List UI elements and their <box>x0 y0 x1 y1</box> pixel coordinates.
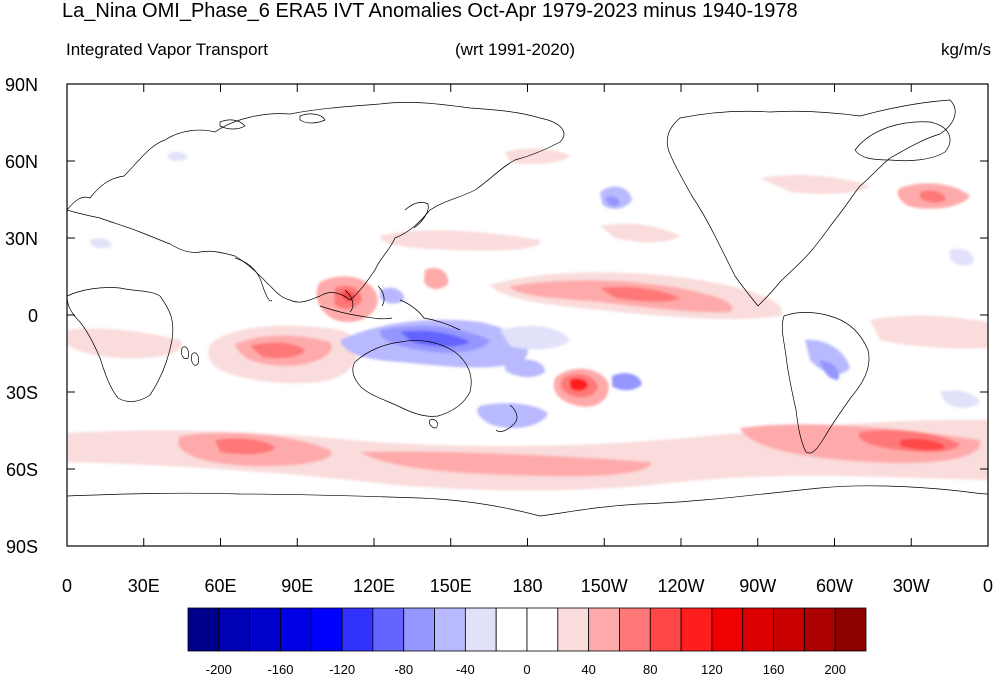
colorbar-label: -40 <box>456 662 475 676</box>
lon-label: 60E <box>204 576 236 596</box>
colorbar-label: 120 <box>701 662 723 676</box>
lon-label: 30W <box>893 576 930 596</box>
lon-label: 120E <box>353 576 395 596</box>
colorbar-label: 0 <box>523 662 530 676</box>
lat-label: 90S <box>6 537 38 557</box>
lat-label: 90N <box>5 75 38 95</box>
colorbar-swatch <box>773 607 805 652</box>
colorbar-swatch <box>434 607 466 652</box>
variable-label: Integrated Vapor Transport <box>66 40 268 59</box>
colorbar-swatch <box>803 607 836 652</box>
colorbar-swatch <box>834 607 867 652</box>
colorbar-swatch <box>619 607 651 652</box>
lat-label: 60N <box>5 152 38 172</box>
lon-label: 90E <box>281 576 313 596</box>
lon-label: 90W <box>739 576 776 596</box>
colorbar: -200 -160 -120 -80 -40 0 40 80 120 160 200 <box>187 607 867 676</box>
colorbar-label: -200 <box>206 662 232 676</box>
colorbar-swatch <box>187 607 220 652</box>
colorbar-swatch <box>341 607 374 652</box>
colorbar-label: 200 <box>824 662 846 676</box>
baseline-label: (wrt 1991-2020) <box>455 40 576 59</box>
colorbar-swatch <box>588 607 620 652</box>
colorbar-label: 160 <box>763 662 785 676</box>
lat-label: 60S <box>6 460 38 480</box>
colorbar-swatch <box>495 607 528 652</box>
colorbar-swatch <box>249 607 281 652</box>
colorbar-label: -80 <box>394 662 413 676</box>
lon-label: 150E <box>430 576 472 596</box>
lon-label: 180 <box>512 576 542 596</box>
colorbar-swatch <box>310 607 343 652</box>
lon-label: 120W <box>657 576 704 596</box>
colorbar-swatch <box>680 607 713 652</box>
latitude-axis: 90N 60N 30N 0 30S 60S 90S <box>5 75 988 557</box>
colorbar-swatch <box>280 607 312 652</box>
colorbar-swatch <box>464 607 497 652</box>
anomaly-shading <box>67 148 988 491</box>
lon-label: 0 <box>983 576 993 596</box>
colorbar-swatch <box>711 607 744 652</box>
lat-label: 30N <box>5 229 38 249</box>
colorbar-swatch <box>742 607 774 652</box>
lon-label: 150W <box>581 576 628 596</box>
colorbar-swatch <box>403 607 435 652</box>
colorbar-label: 40 <box>581 662 595 676</box>
lon-label: 60W <box>816 576 853 596</box>
colorbar-label: -120 <box>329 662 355 676</box>
lat-label: 0 <box>28 306 38 326</box>
units-label: kg/m/s <box>940 40 991 59</box>
lon-label: 30E <box>128 576 160 596</box>
colorbar-swatch <box>526 607 559 652</box>
longitude-axis: 0 30E 60E 90E 120E 150E 180 150W 120W 90W 60W 30W 0 <box>62 84 993 596</box>
map-title: La_Nina OMI_Phase_6 ERA5 IVT Anomalies O… <box>62 0 798 22</box>
lon-label: 0 <box>62 576 72 596</box>
lat-label: 30S <box>6 383 38 403</box>
colorbar-swatch <box>557 607 590 652</box>
colorbar-label: 80 <box>643 662 657 676</box>
colorbar-swatch <box>649 607 682 652</box>
colorbar-swatch <box>372 607 405 652</box>
colorbar-label: -160 <box>267 662 293 676</box>
colorbar-swatch <box>218 607 251 652</box>
coastlines <box>67 99 988 517</box>
